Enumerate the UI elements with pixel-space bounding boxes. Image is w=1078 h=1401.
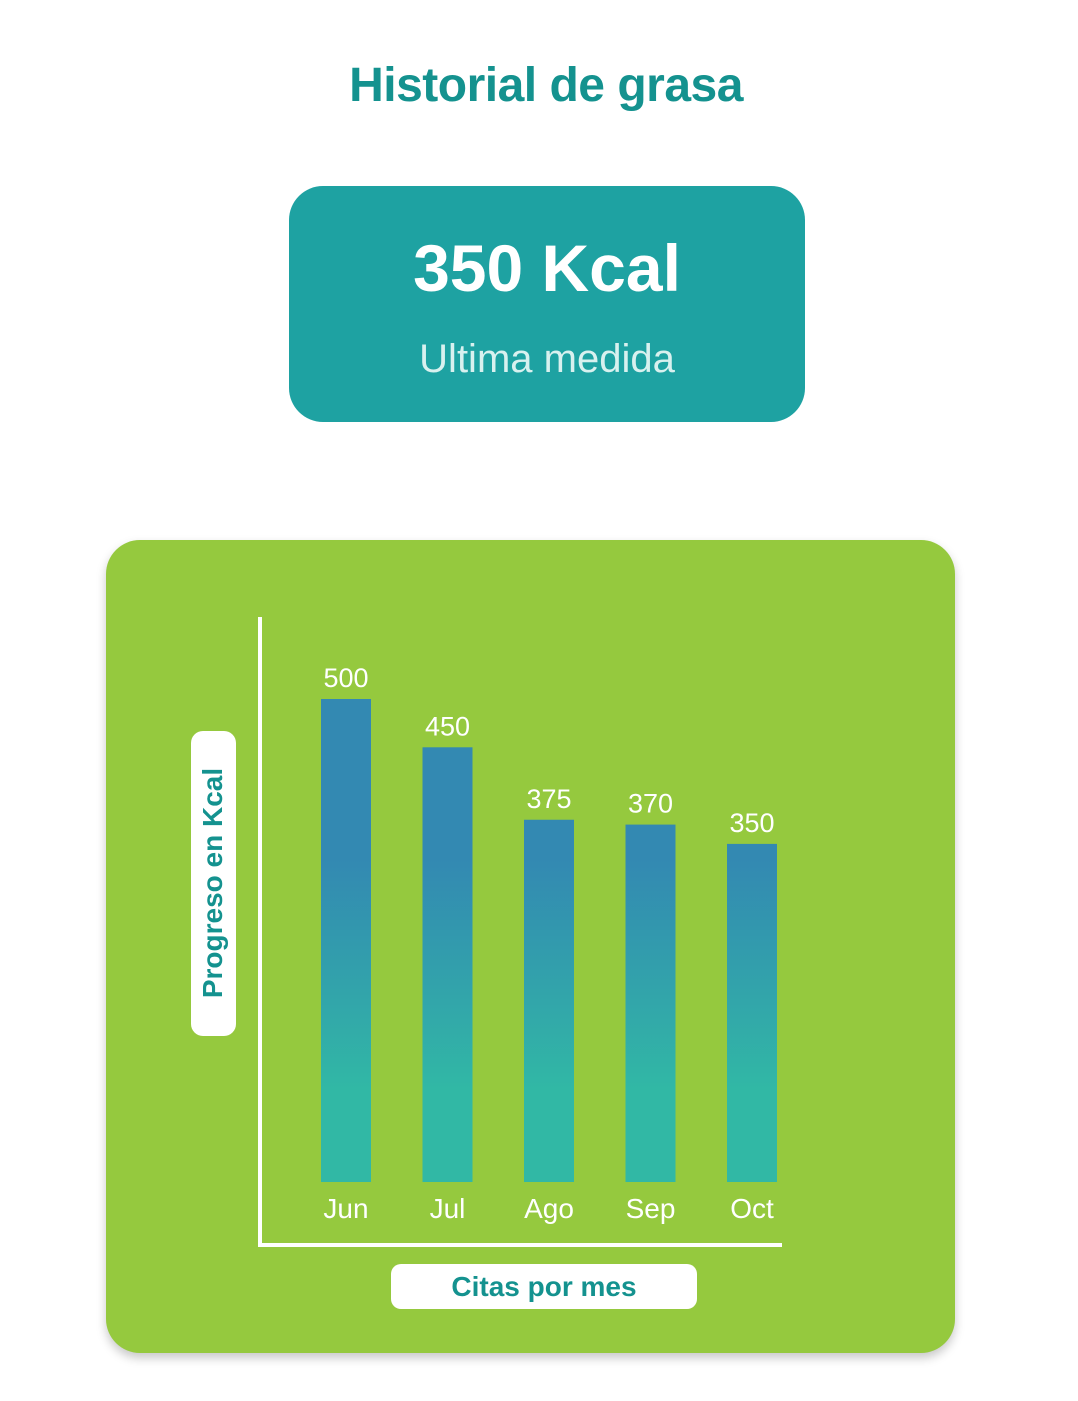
latest-measurement-value: 350 Kcal — [413, 231, 681, 305]
x-tick-label: Ago — [524, 1193, 574, 1224]
x-axis-label: Citas por mes — [391, 1264, 697, 1309]
bar-value-label: 500 — [323, 663, 368, 693]
bar-value-label: 375 — [526, 784, 571, 814]
bar-value-label: 350 — [729, 808, 774, 838]
x-tick-label: Sep — [626, 1193, 676, 1224]
latest-measurement-caption: Ultima medida — [419, 337, 675, 381]
bar-value-label: 370 — [628, 789, 673, 819]
x-tick-label: Jul — [430, 1193, 466, 1224]
page-title: Historial de grasa — [349, 59, 743, 112]
x-tick-label: Oct — [730, 1193, 774, 1224]
latest-measurement-card: 350 Kcal Ultima medida — [289, 186, 805, 422]
y-axis-label-pill: Progreso en Kcal — [191, 731, 236, 1036]
y-axis-label: Progreso en Kcal — [197, 767, 228, 999]
bar-jun — [321, 699, 371, 1182]
x-tick-label: Jun — [323, 1193, 368, 1224]
bar-value-label: 450 — [425, 711, 470, 741]
bar-sep — [625, 824, 676, 1182]
bar-oct — [727, 843, 777, 1182]
bar-ago — [524, 819, 574, 1182]
bar-jul — [422, 747, 473, 1182]
